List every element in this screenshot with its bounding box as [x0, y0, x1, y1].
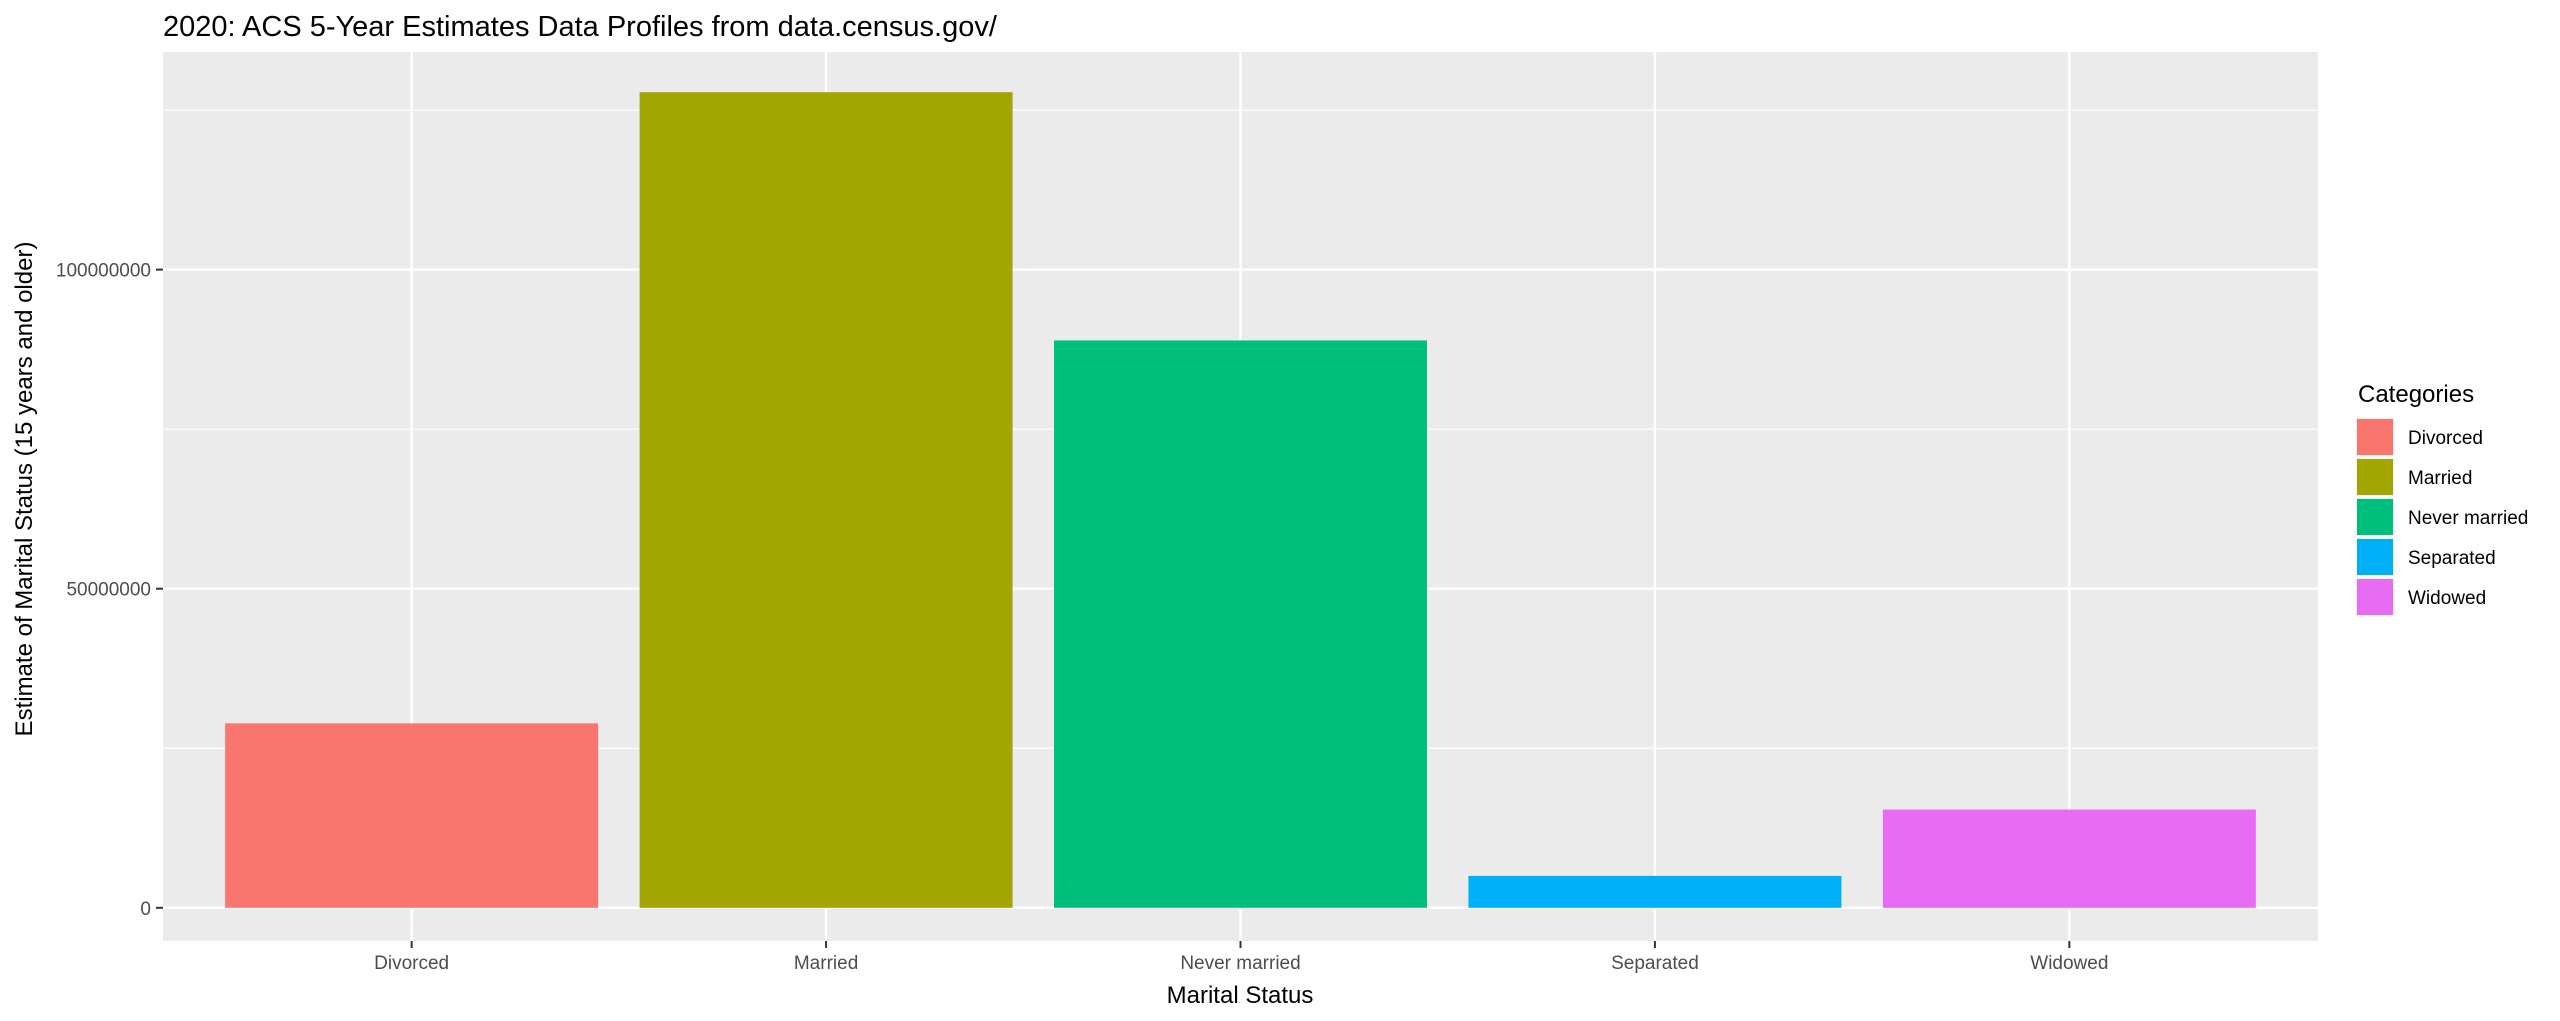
bar-widowed: [1882, 809, 2256, 908]
chart-title: 2020: ACS 5-Year Estimates Data Profiles…: [163, 11, 998, 43]
legend-key-swatch: [2357, 419, 2393, 455]
bar-separated: [1468, 875, 1842, 908]
legend-key-swatch: [2357, 579, 2393, 615]
x-axis: Divorced Married Never married Separated Wid…: [374, 941, 2108, 974]
bar-married: [639, 92, 1013, 908]
legend-entry-label: Divorced: [2408, 428, 2483, 449]
legend: Categories Divorced Married Never married S…: [2356, 381, 2528, 616]
legend-entry-label: Separated: [2408, 548, 2496, 569]
bar-divorced: [225, 723, 599, 908]
y-tick-label: 0: [140, 899, 151, 920]
legend-entry-label: Widowed: [2408, 588, 2486, 609]
legend-key-swatch: [2357, 499, 2393, 535]
x-tick-label: Widowed: [2030, 953, 2108, 974]
x-tick-label: Separated: [1611, 953, 1699, 974]
legend-entry-label: Married: [2408, 468, 2472, 489]
legend-key-swatch: [2357, 459, 2393, 495]
legend-entry-label: Never married: [2408, 508, 2528, 529]
x-axis-title: Marital Status: [1167, 982, 1314, 1009]
y-axis: 0 50000000 100000000: [56, 261, 163, 920]
x-tick-label: Divorced: [374, 953, 449, 974]
y-axis-title: Estimate of Marital Status (15 years and…: [11, 242, 38, 737]
legend-key-swatch: [2357, 539, 2393, 575]
y-tick-label: 50000000: [66, 580, 151, 601]
legend-title: Categories: [2358, 381, 2474, 408]
x-tick-label: Never married: [1180, 953, 1300, 974]
bars-group: [225, 92, 2256, 908]
y-tick-label: 100000000: [56, 261, 151, 282]
x-tick-label: Married: [794, 953, 858, 974]
bar-never-married: [1054, 340, 1427, 908]
